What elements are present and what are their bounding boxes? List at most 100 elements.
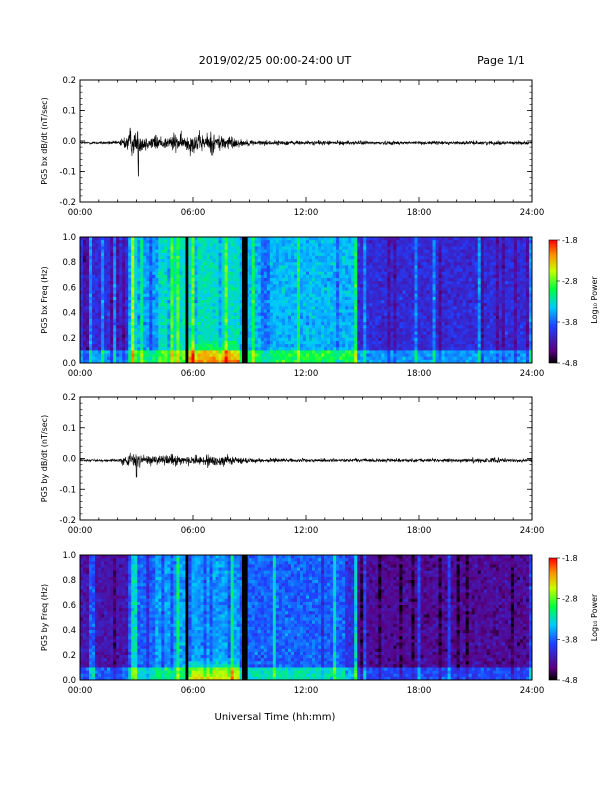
spectrogram-cell (230, 344, 235, 348)
spectrogram-cell (122, 328, 126, 332)
spectrogram-cell (278, 356, 283, 361)
spectrogram-cell (182, 259, 186, 263)
spectrogram-cell (248, 334, 253, 339)
spectrogram-cell (318, 262, 322, 266)
spectrogram-cell (92, 268, 96, 273)
spectrogram-cell (278, 315, 283, 320)
spectrogram-cell (107, 300, 111, 304)
spectrogram-cell (80, 249, 84, 254)
spectrogram-cell (248, 246, 253, 250)
spectrogram-cell (330, 255, 334, 260)
spectrogram-cell (194, 359, 198, 364)
spectrogram-cell (327, 290, 331, 295)
spectrogram-cell (330, 356, 334, 361)
spectrogram-cell (239, 296, 244, 301)
spectrogram-cell (212, 328, 216, 332)
spectrogram-cell (432, 290, 436, 295)
spectrogram-cell (134, 281, 138, 285)
spectrogram-cell (360, 265, 364, 269)
spectrogram-cell (272, 334, 277, 339)
spectrogram-cell (327, 277, 331, 282)
spectrogram-cell (345, 237, 349, 241)
spectrogram-cell (387, 287, 391, 291)
spectrogram-cell (140, 237, 144, 241)
spectrogram-cell (233, 334, 238, 339)
spectrogram-cell (137, 334, 141, 339)
spectrogram-cell (420, 356, 424, 361)
spectrogram-cell (176, 347, 180, 351)
spectrogram-cell (351, 243, 355, 247)
spectrogram-cell (393, 293, 397, 298)
spectrogram-cell (381, 347, 385, 351)
spectrogram-cell (215, 359, 220, 364)
spectrogram-cell (411, 243, 415, 247)
spectrogram-cell (194, 252, 198, 257)
spectrogram-cell (321, 252, 325, 257)
spectrogram-cell (360, 356, 364, 361)
spectrogram-cell (375, 290, 379, 295)
spectrogram-cell (125, 318, 129, 323)
spectrogram-cell (260, 340, 265, 345)
spectrogram-cell (155, 262, 159, 266)
spectrogram-cell (134, 293, 138, 298)
spectrogram-cell (318, 303, 322, 307)
spectrogram-cell (414, 331, 418, 336)
spectrogram-cell (333, 325, 337, 329)
spectrogram-cell (161, 303, 165, 307)
spectrogram-cell (306, 334, 310, 339)
spectrogram-cell (420, 281, 424, 285)
spectrogram-cell (405, 315, 409, 320)
spectrogram-cell (179, 300, 183, 304)
spectrogram-cell (161, 337, 165, 342)
spectrogram-cell (167, 259, 171, 263)
spectrogram-cell (411, 312, 415, 317)
spectrogram-cell (260, 277, 265, 282)
spectrogram-cell (423, 259, 427, 263)
spectrogram-cell (194, 306, 198, 310)
spectrogram-cell (122, 277, 126, 282)
spectrogram-cell (402, 284, 406, 288)
spectrogram-cell (306, 277, 310, 282)
spectrogram-cell (131, 243, 135, 247)
spectrogram-cell (363, 334, 367, 339)
spectrogram-cell (423, 306, 427, 310)
spectrogram-cell (420, 290, 424, 295)
spectrogram-cell (348, 312, 352, 317)
spectrogram-cell (239, 249, 244, 254)
spectrogram-cell (170, 274, 174, 279)
spectrogram-cell (158, 315, 162, 320)
spectrogram-cell (396, 265, 400, 269)
spectrogram-cell (137, 290, 141, 295)
spectrogram-cell (408, 318, 412, 323)
spectrogram-cell (342, 312, 346, 317)
spectrogram-cell (269, 353, 274, 358)
spectrogram-cell (254, 328, 259, 332)
spectrogram-cell (89, 240, 93, 244)
spectrogram-cell (92, 300, 96, 304)
spectrogram-cell (278, 340, 283, 345)
spectrogram-cell (191, 344, 195, 348)
spectrogram-cell (372, 337, 376, 342)
spectrogram-cell (302, 350, 307, 354)
spectrogram-cell (128, 318, 132, 323)
spectrogram-cell (336, 293, 340, 298)
spectrogram-cell (369, 312, 373, 317)
spectrogram-cell (95, 249, 99, 254)
spectrogram-cell (396, 246, 400, 250)
spectrogram-cell (420, 265, 424, 269)
spectrogram-cell (173, 312, 177, 317)
spectrogram-cell (378, 356, 382, 361)
spectrogram-cell (390, 293, 394, 298)
spectrogram-cell (101, 300, 105, 304)
spectrogram-cell (348, 243, 352, 247)
spectrogram-cell (92, 328, 96, 332)
spectrogram-cell (107, 274, 111, 279)
spectrogram-cell (414, 237, 418, 241)
spectrogram-cell (173, 347, 177, 351)
spectrogram-cell (128, 287, 132, 291)
spectrogram-cell (429, 274, 433, 279)
spectrogram-cell (393, 344, 397, 348)
spectrogram-cell (369, 252, 373, 257)
spectrogram-cell (80, 277, 84, 282)
spectrogram-cell (318, 347, 322, 351)
